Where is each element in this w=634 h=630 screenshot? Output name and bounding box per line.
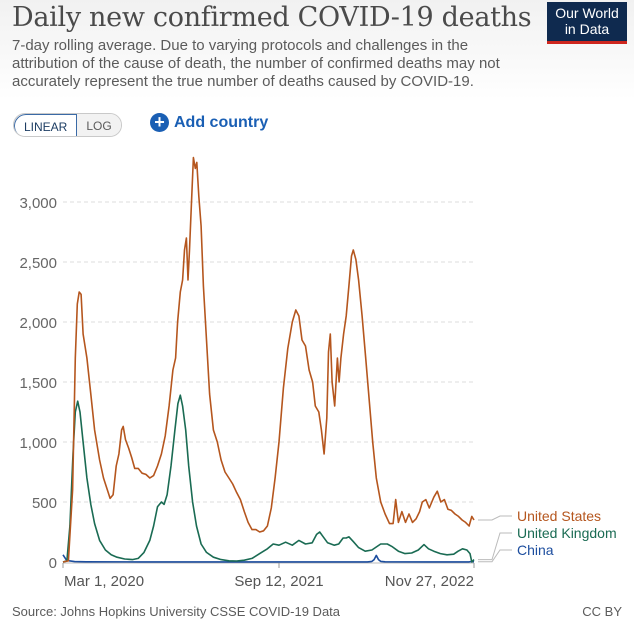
series-line-united-states[interactable] (62, 156, 475, 563)
y-tick-label: 3,000 (19, 195, 57, 212)
series-line-united-kingdom[interactable] (62, 394, 475, 563)
source-note: Source: Johns Hopkins University CSSE CO… (12, 604, 341, 619)
legend-label-united-kingdom[interactable]: United Kingdom (517, 525, 617, 541)
chart-subtitle: 7-day rolling average. Due to varying pr… (12, 37, 500, 90)
logo-line-2: in Data (564, 21, 610, 37)
line-chart: 0 500 1,000 1,500 2,000 2,500 3,000 Mar 1, 202… (19, 156, 617, 590)
legend-label-china[interactable]: China (517, 542, 554, 558)
legend-connector (478, 515, 512, 521)
add-country-button[interactable]: + Add country (150, 113, 268, 132)
x-tick-label: Nov 27, 2022 (385, 573, 474, 590)
y-tick-label: 2,000 (19, 315, 57, 332)
legend-label-united-states[interactable]: United States (517, 508, 601, 524)
legend-connector (478, 532, 512, 561)
owid-logo[interactable]: Our World in Data (547, 2, 627, 44)
y-tick-label: 1,500 (19, 375, 57, 392)
scale-toggle[interactable]: LINEAR LOG (13, 113, 122, 137)
license-link[interactable]: CC BY (582, 604, 622, 619)
legend-connector (478, 549, 512, 563)
chart-title: Daily new confirmed COVID-19 deaths (12, 2, 532, 33)
x-tick-label: Mar 1, 2020 (64, 573, 144, 590)
y-tick-label: 0 (49, 555, 57, 572)
x-tick-label: Sep 12, 2021 (234, 573, 323, 590)
y-axis-labels: 0 500 1,000 1,500 2,000 2,500 3,000 (19, 195, 57, 572)
header-background (0, 0, 634, 100)
x-axis: Mar 1, 2020 Sep 12, 2021 Nov 27, 2022 (62, 562, 475, 590)
logo-line-1: Our World (555, 5, 619, 21)
plus-circle-icon: + (150, 113, 169, 132)
y-tick-label: 500 (32, 495, 57, 512)
linear-scale-button[interactable]: LINEAR (14, 114, 78, 136)
y-tick-label: 1,000 (19, 435, 57, 452)
add-country-label: Add country (174, 113, 269, 131)
gridlines (63, 201, 474, 503)
y-tick-label: 2,500 (19, 255, 57, 272)
series-line-china[interactable] (62, 554, 475, 563)
series-lines (62, 156, 475, 563)
log-scale-button[interactable]: LOG (77, 114, 121, 136)
